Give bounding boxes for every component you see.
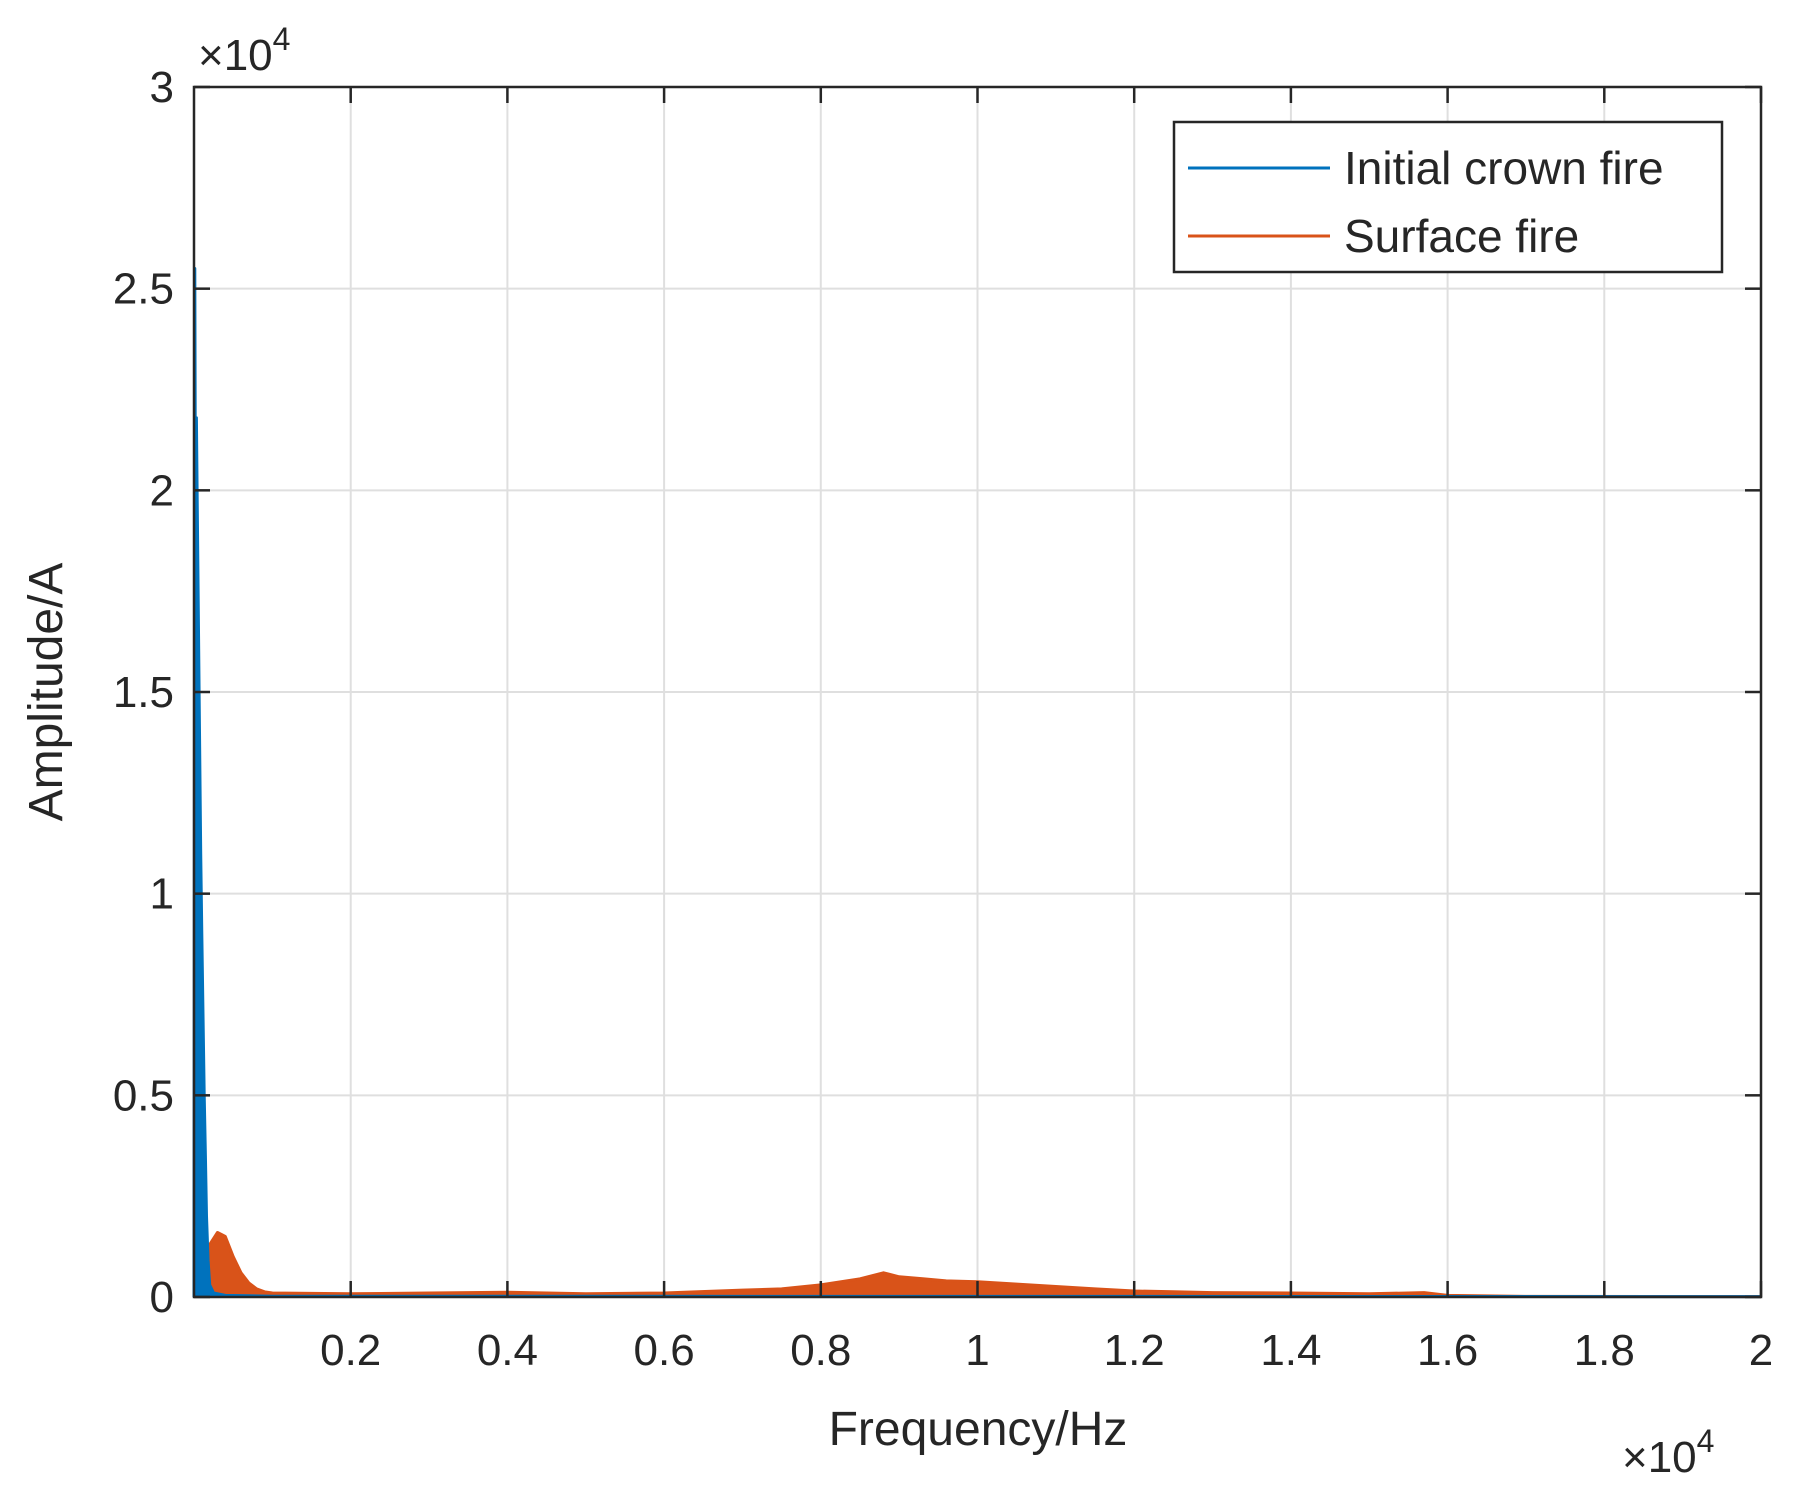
grid-lines [194,87,1761,1297]
series-line-0 [192,267,1762,1299]
y-tick-label: 1.5 [113,668,174,717]
x-tick-label: 1.2 [1104,1326,1165,1375]
x-tick-labels: 0.2 0.4 0.6 0.8 1 1.2 1.4 1.6 1.8 2 [320,1326,1773,1375]
y-tick-label: 0 [150,1273,174,1322]
legend-label-initial-crown-fire: Initial crown fire [1344,142,1664,194]
x-tick-label: 0.6 [634,1326,695,1375]
y-exponent-label: ×104 [198,21,290,80]
x-tick-label: 2 [1749,1326,1773,1375]
x-tick-label: 1.8 [1574,1326,1635,1375]
legend-label-surface-fire: Surface fire [1344,210,1579,262]
legend: Initial crown fire Surface fire [1172,120,1724,274]
x-tick-label: 1 [965,1326,989,1375]
y-tick-label: 0.5 [113,1071,174,1120]
y-axis-label: Amplitude/A [20,563,73,822]
x-tick-label: 0.2 [320,1326,381,1375]
tick-marks [194,85,1763,1299]
y-tick-label: 2.5 [113,265,174,314]
x-tick-label: 1.4 [1260,1326,1321,1375]
y-tick-label: 3 [150,63,174,112]
y-tick-label: 1 [150,870,174,919]
x-tick-label: 0.4 [477,1326,538,1375]
y-tick-labels: 0 0.5 1 1.5 2 2.5 3 [113,63,174,1322]
legend-box [1172,120,1724,274]
x-exponent-label: ×104 [1622,1423,1714,1482]
y-tick-label: 2 [150,466,174,515]
x-tick-label: 0.8 [790,1326,851,1375]
x-tick-label: 1.6 [1417,1326,1478,1375]
x-axis-label: Frequency/Hz [829,1403,1128,1456]
